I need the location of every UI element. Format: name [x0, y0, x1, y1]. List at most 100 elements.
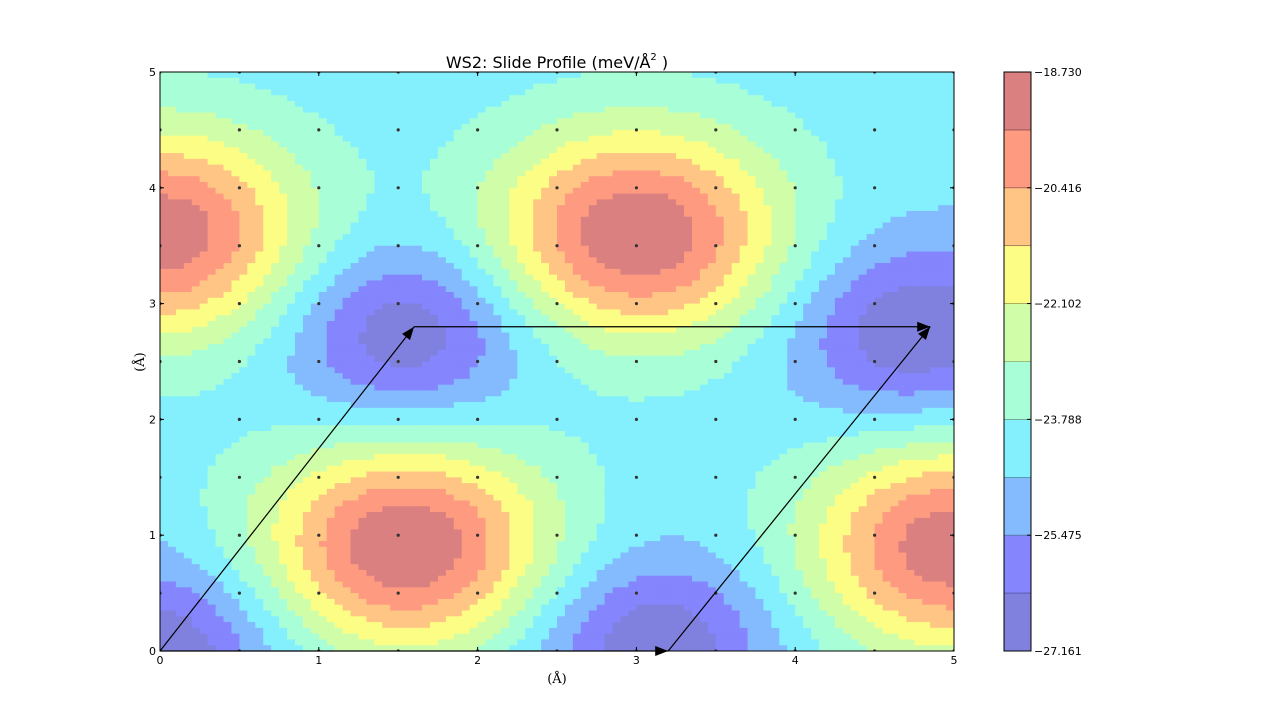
contour-cell	[541, 257, 550, 264]
contour-cell	[414, 239, 423, 247]
contour-cell	[279, 176, 288, 183]
contour-cell	[493, 552, 503, 559]
contour-cell	[310, 639, 320, 646]
contour-cell	[469, 251, 479, 258]
contour-cell	[310, 575, 320, 583]
contour-cell	[509, 286, 518, 293]
contour-cell	[453, 89, 463, 96]
contour-cell	[271, 72, 280, 79]
contour-cell	[398, 303, 407, 310]
contour-cell	[525, 239, 534, 247]
contour-cell	[374, 483, 383, 490]
contour-cell	[509, 384, 518, 392]
contour-cell	[207, 216, 217, 224]
contour-cell	[509, 83, 518, 90]
contour-cell	[271, 581, 280, 588]
contour-cell	[437, 216, 447, 224]
contour-cell	[501, 257, 510, 264]
contour-cell	[445, 315, 455, 322]
contour-cell	[461, 616, 471, 623]
contour-cell	[239, 454, 248, 461]
contour-cell	[183, 633, 193, 641]
contour-cell	[509, 494, 518, 502]
contour-cell	[287, 158, 296, 166]
contour-cell	[255, 228, 264, 235]
contour-cell	[485, 569, 495, 577]
contour-cell	[310, 500, 320, 507]
contour-cell	[350, 332, 360, 339]
contour-cell	[318, 297, 328, 305]
contour-cell	[183, 523, 193, 531]
contour-cell	[239, 124, 248, 131]
contour-cell	[160, 124, 169, 131]
contour-cell	[207, 193, 217, 200]
contour-cell	[263, 575, 272, 583]
contour-cell	[398, 361, 407, 368]
contour-cell	[469, 610, 479, 617]
contour-cell	[525, 529, 534, 536]
contour-cell	[358, 494, 368, 502]
contour-cell	[414, 187, 423, 195]
contour-cell	[191, 558, 201, 565]
contour-cell	[223, 182, 233, 189]
contour-cell	[525, 616, 534, 623]
contour-cell	[453, 448, 463, 455]
contour-cell	[358, 448, 368, 455]
contour-cell	[437, 361, 447, 368]
contour-cell	[445, 100, 455, 108]
contour-cell	[517, 141, 526, 148]
contour-cell	[255, 407, 264, 415]
contour-cell	[310, 129, 320, 137]
contour-cell	[350, 430, 360, 438]
contour-cell	[183, 552, 193, 559]
contour-cell	[223, 442, 233, 449]
contour-cell	[414, 286, 423, 293]
contour-cell	[390, 315, 399, 322]
contour-cell	[302, 645, 312, 651]
contour-cell	[366, 344, 375, 351]
contour-cell	[231, 303, 240, 310]
contour-cell	[334, 552, 344, 559]
contour-cell	[167, 535, 177, 542]
contour-cell	[215, 95, 225, 102]
contour-cell	[461, 315, 471, 322]
contour-cell	[287, 546, 296, 554]
contour-cell	[366, 448, 375, 455]
contour-cell	[215, 459, 225, 467]
contour-cell	[461, 564, 471, 571]
contour-cell	[453, 268, 463, 276]
contour-cell	[414, 500, 423, 507]
contour-cell	[541, 523, 550, 531]
contour-cell	[429, 210, 439, 218]
contour-cell	[533, 106, 542, 114]
contour-cell	[517, 158, 526, 166]
contour-cell	[390, 448, 399, 455]
contour-cell	[239, 245, 248, 253]
contour-cell	[191, 257, 201, 264]
contour-cell	[477, 517, 487, 525]
contour-cell	[318, 552, 328, 559]
contour-cell	[477, 384, 487, 392]
contour-cell	[215, 604, 225, 612]
contour-cell	[191, 129, 201, 137]
contour-cell	[533, 205, 542, 212]
contour-cell	[533, 263, 542, 270]
contour-cell	[382, 344, 391, 351]
contour-cell	[445, 500, 455, 507]
contour-cell	[215, 540, 225, 548]
contour-cell	[215, 581, 225, 588]
contour-cell	[501, 413, 510, 420]
contour-cell	[160, 396, 169, 403]
contour-cell	[160, 355, 169, 363]
contour-cell	[358, 286, 368, 293]
contour-cell	[350, 129, 360, 137]
contour-cell	[469, 286, 479, 293]
contour-cell	[302, 535, 312, 542]
contour-cell	[406, 176, 415, 183]
contour-cell	[263, 129, 272, 137]
contour-cell	[223, 540, 233, 548]
contour-cell	[525, 303, 534, 310]
contour-cell	[310, 390, 320, 397]
contour-cell	[469, 274, 479, 282]
contour-cell	[263, 390, 272, 397]
